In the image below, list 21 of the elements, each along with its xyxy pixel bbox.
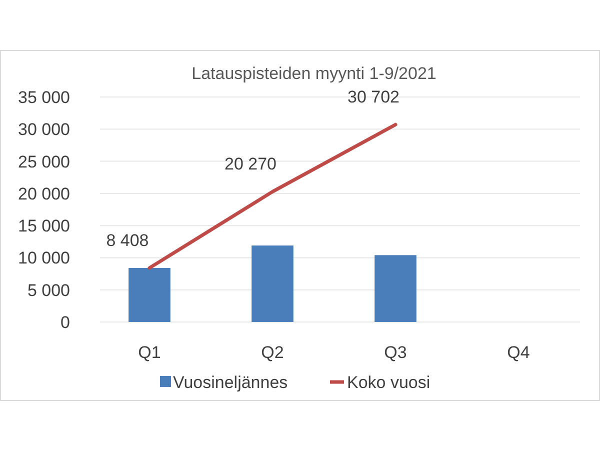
y-tick-label: 15 000 xyxy=(18,216,70,236)
legend-label: Koko vuosi xyxy=(347,373,430,392)
y-tick-label: 25 000 xyxy=(18,152,70,172)
bar xyxy=(374,255,416,322)
data-label: 8 408 xyxy=(106,230,149,250)
y-tick-label: 0 xyxy=(60,313,70,332)
y-tick-label: 10 000 xyxy=(18,248,70,268)
y-tick-label: 5 000 xyxy=(27,280,70,300)
x-tick-label: Q4 xyxy=(507,343,530,362)
x-tick-label: Q2 xyxy=(261,343,284,362)
x-tick-label: Q1 xyxy=(138,343,161,362)
bar xyxy=(128,268,170,322)
x-tick-label: Q3 xyxy=(384,343,407,362)
chart-title: Latauspisteiden myynti 1-9/2021 xyxy=(192,64,436,83)
bar xyxy=(252,246,294,322)
data-label: 20 270 xyxy=(224,154,276,174)
y-tick-label: 20 000 xyxy=(18,184,70,204)
y-tick-label: 35 000 xyxy=(18,88,70,107)
data-label: 30 702 xyxy=(348,88,400,107)
y-tick-label: 30 000 xyxy=(18,120,70,140)
legend-label: Vuosineljännes xyxy=(173,373,288,392)
